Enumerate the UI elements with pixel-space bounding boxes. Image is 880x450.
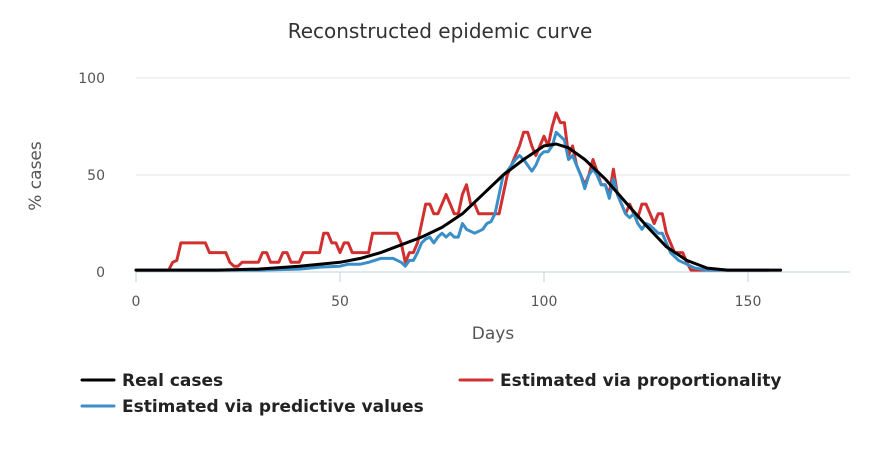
x-tick-label: 50	[331, 294, 349, 310]
legend-label: Estimated via proportionality	[500, 371, 781, 391]
legend-item-2[interactable]: Estimated via predictive values	[80, 397, 424, 417]
ticks-layer: 0 50 100 0 50 100 150	[78, 71, 761, 310]
series-line-0	[134, 142, 783, 272]
legend-label: Estimated via predictive values	[122, 397, 424, 417]
legend-item-0[interactable]: Real cases	[80, 371, 223, 391]
legend-label: Real cases	[122, 371, 223, 391]
series-line-2	[134, 130, 770, 272]
y-tick-label: 0	[96, 265, 105, 281]
legend-item-1[interactable]: Estimated via proportionality	[458, 371, 781, 391]
y-tick-label: 50	[87, 168, 105, 184]
x-tick-label: 150	[735, 294, 762, 310]
series-line-1	[134, 111, 770, 272]
x-tick-label: 100	[531, 294, 558, 310]
grid-layer	[135, 77, 850, 282]
x-tick-label: 0	[132, 294, 141, 310]
y-tick-label: 100	[78, 71, 105, 87]
series-layer	[134, 111, 783, 272]
y-axis-label: % cases	[26, 141, 46, 211]
x-axis-label: Days	[472, 324, 515, 344]
legend: Real cases Estimated via proportionality E…	[80, 371, 781, 417]
chart-title: Reconstructed epidemic curve	[288, 19, 593, 43]
